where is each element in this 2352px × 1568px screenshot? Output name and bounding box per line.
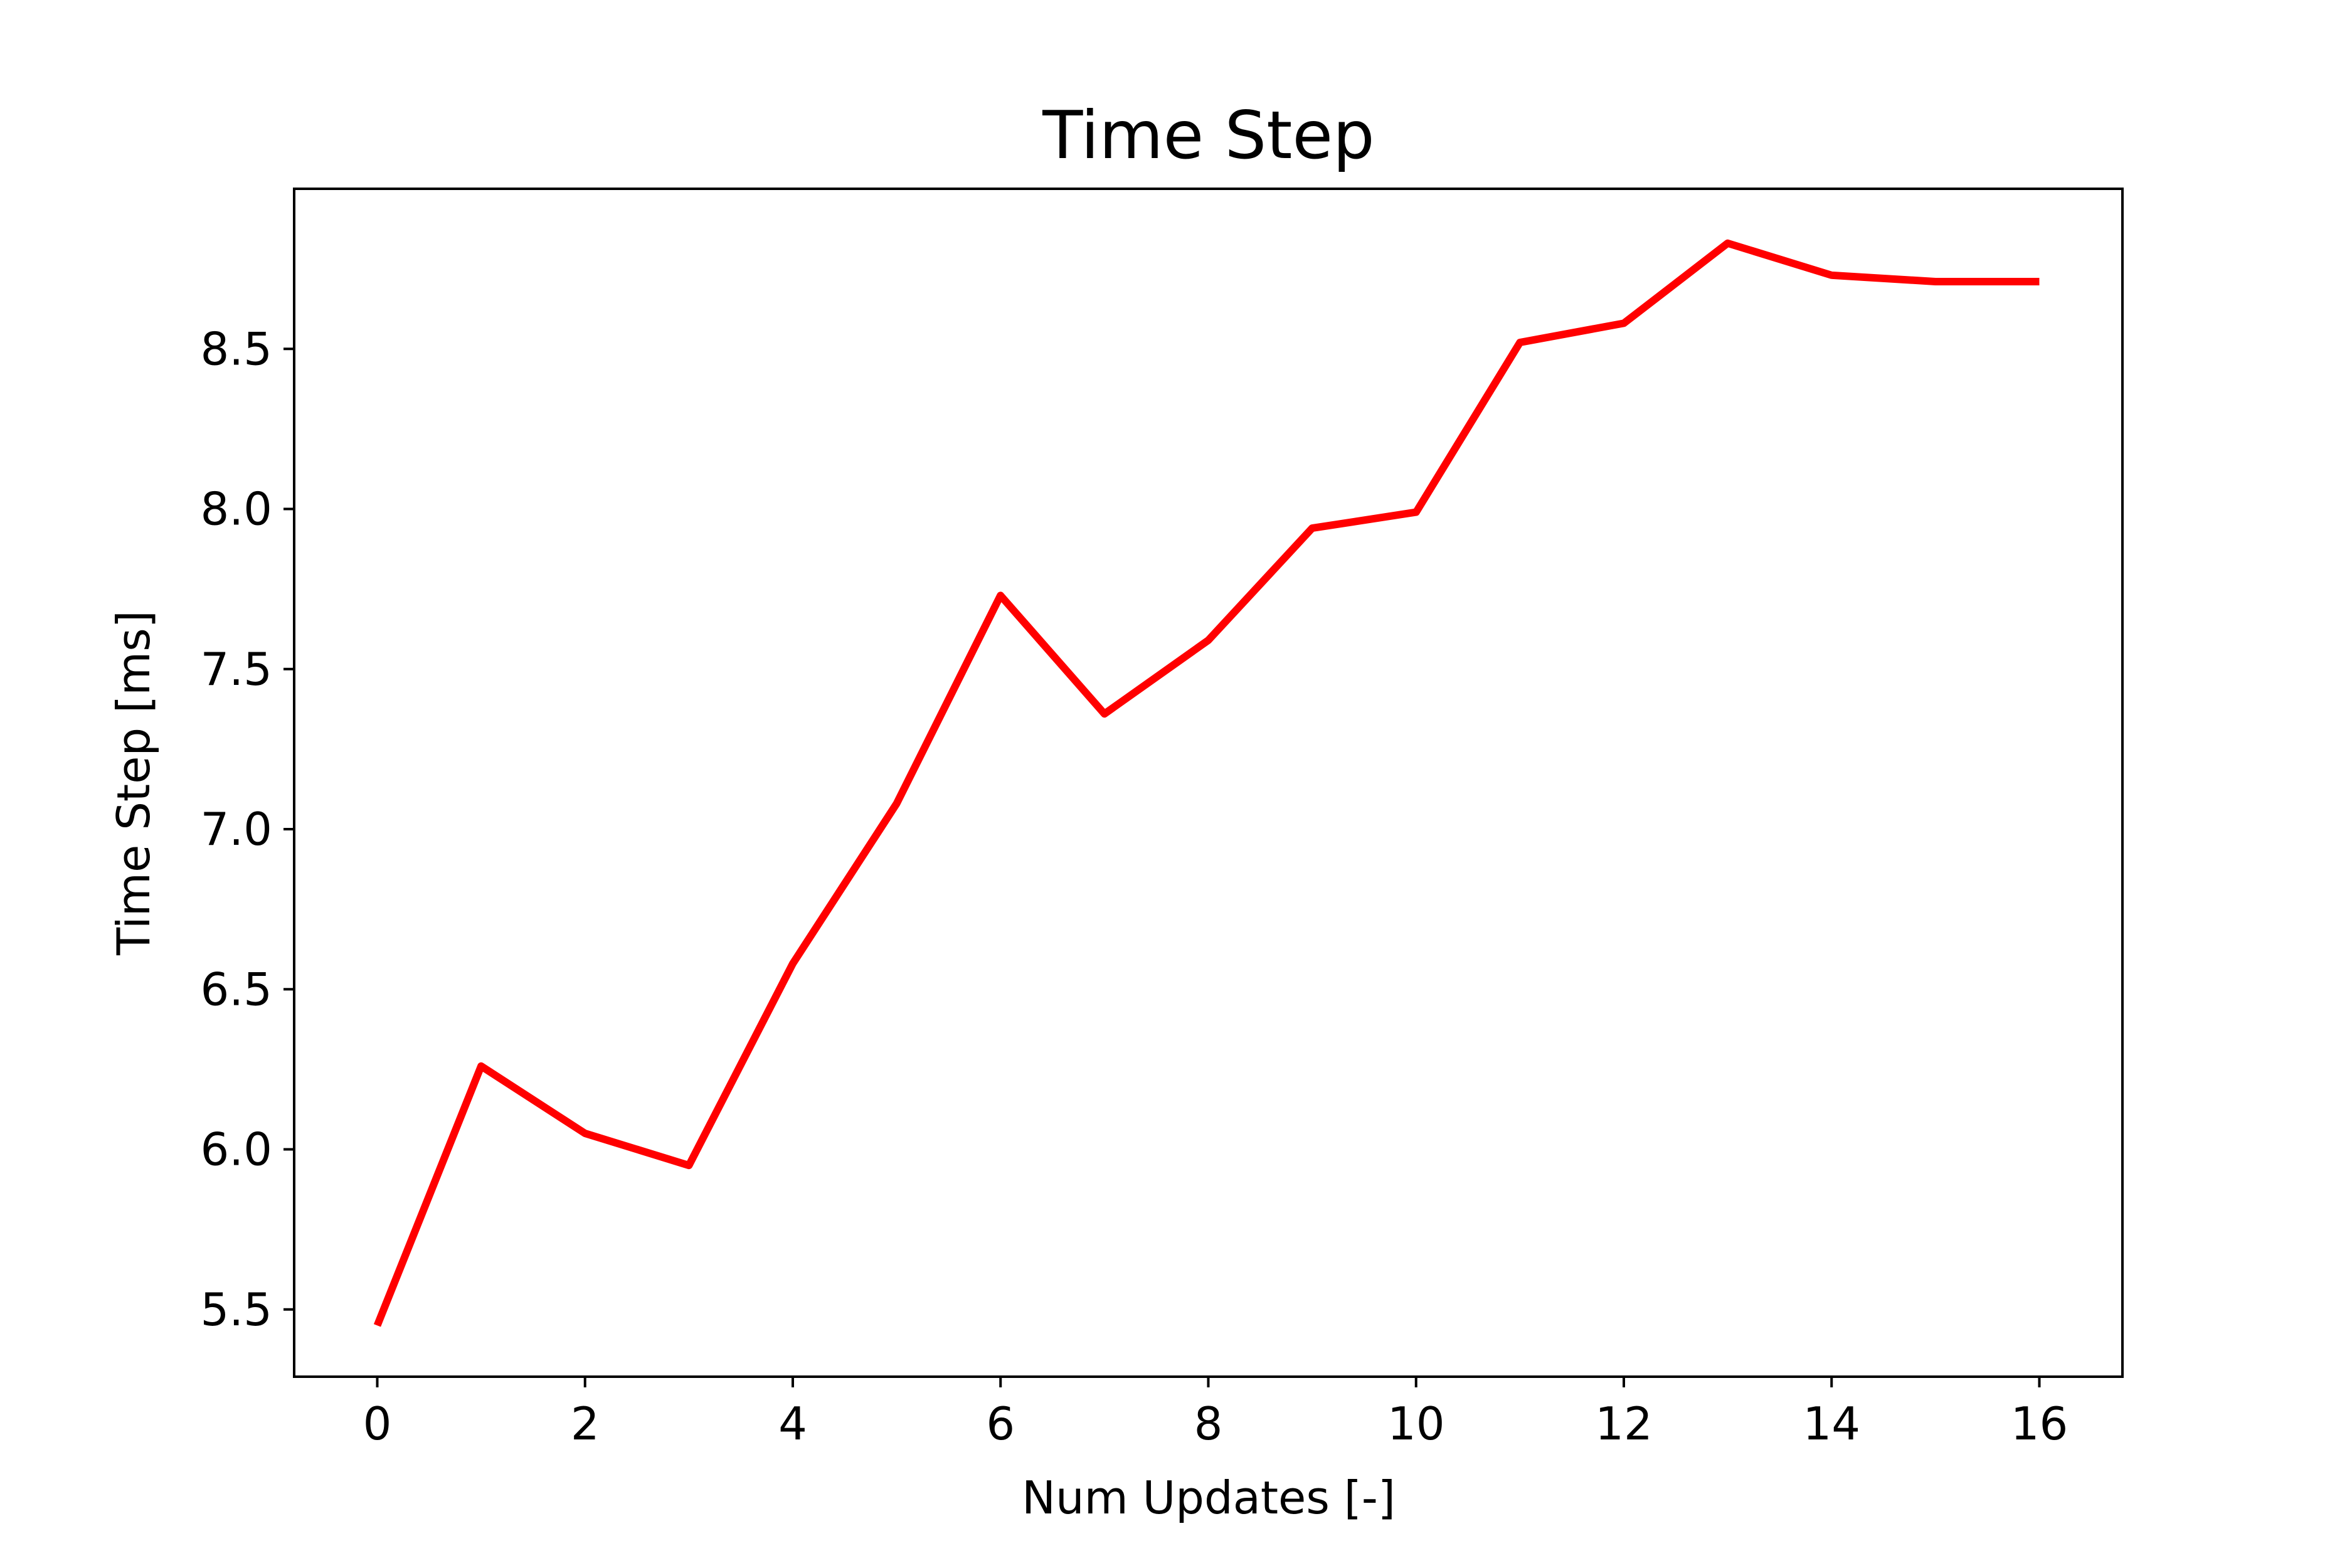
x-tick-label: 6 <box>986 1397 1015 1450</box>
x-axis-title: Num Updates [-] <box>1022 1471 1396 1524</box>
y-tick-label: 7.5 <box>200 643 272 696</box>
x-tick-label: 16 <box>2011 1397 2069 1450</box>
y-tick-label: 8.0 <box>200 483 272 536</box>
x-tick-label: 0 <box>363 1397 392 1450</box>
series-line-0 <box>373 239 2040 1327</box>
y-tick-label: 7.0 <box>200 803 272 856</box>
y-tick-label: 5.5 <box>200 1283 272 1336</box>
y-axis-title: Time Step [ms] <box>107 610 160 956</box>
x-tick-label: 10 <box>1387 1397 1445 1450</box>
series-group <box>373 239 2040 1327</box>
y-tick-label: 6.5 <box>200 963 272 1015</box>
y-tick-label: 6.0 <box>200 1123 272 1176</box>
x-axis-ticks: 0 2 4 6 8 10 12 14 16 <box>363 1377 2069 1450</box>
x-tick-label: 4 <box>778 1397 807 1450</box>
x-tick-label: 2 <box>571 1397 600 1450</box>
y-tick-label: 8.5 <box>200 322 272 375</box>
x-tick-label: 8 <box>1194 1397 1223 1450</box>
x-tick-label: 12 <box>1595 1397 1653 1450</box>
x-tick-label: 14 <box>1803 1397 1860 1450</box>
plot-area-frame <box>293 188 2124 1378</box>
y-axis-ticks: 5.5 6.0 6.5 7.0 7.5 8.0 8.5 <box>200 322 294 1336</box>
chart-title: Time Step <box>1042 97 1374 174</box>
